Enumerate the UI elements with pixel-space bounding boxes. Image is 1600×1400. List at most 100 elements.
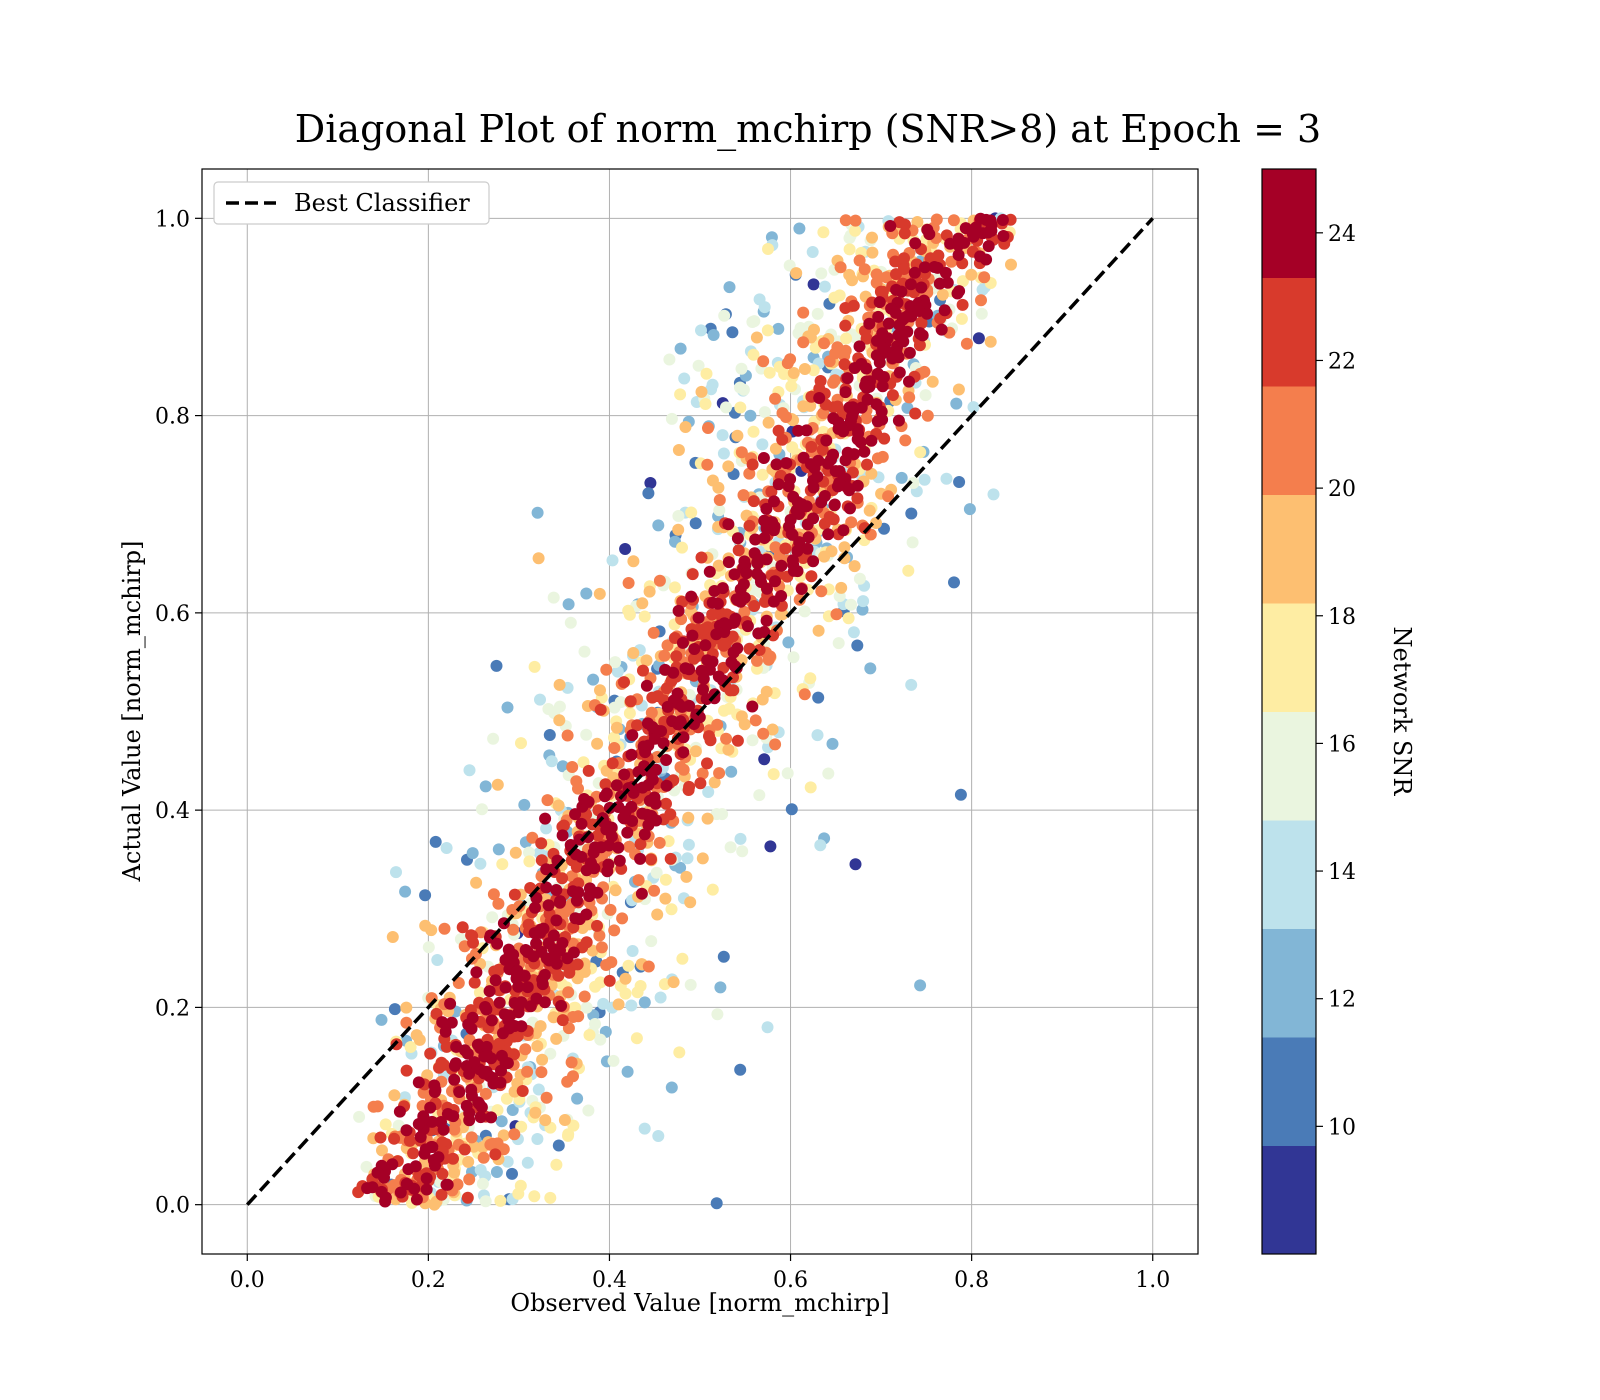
scatter-point	[626, 945, 639, 957]
scatter-point	[539, 812, 552, 825]
scatter-point	[468, 976, 481, 989]
scatter-point	[386, 1158, 399, 1171]
scatter-point	[772, 478, 785, 491]
scatter-point	[683, 780, 696, 793]
scatter-point	[717, 639, 730, 652]
colorbar-tick-label: 14	[1328, 860, 1356, 885]
scatter-point	[706, 474, 719, 487]
scatter-point	[807, 278, 820, 291]
scatter-point	[768, 495, 780, 508]
scatter-point	[717, 447, 730, 460]
scatter-point	[825, 453, 837, 466]
scatter-point	[863, 504, 876, 517]
scatter-point	[645, 935, 658, 948]
scatter-point	[663, 353, 676, 366]
scatter-point	[832, 422, 845, 435]
scatter-point	[607, 1054, 620, 1067]
scatter-point	[734, 401, 747, 414]
scatter-point	[940, 472, 953, 485]
scatter-point	[417, 1112, 430, 1125]
scatter-point	[863, 317, 876, 330]
scatter-point	[870, 276, 883, 289]
scatter-point	[556, 829, 569, 842]
scatter-point	[435, 1188, 448, 1201]
scatter-point	[569, 912, 582, 925]
scatter-point	[483, 985, 496, 998]
scatter-point	[812, 691, 825, 704]
scatter-point	[918, 261, 931, 274]
scatter-point	[490, 1166, 503, 1178]
scatter-point	[429, 1159, 441, 1172]
scatter-point	[491, 937, 504, 950]
colorbar-label: Network SNR	[1388, 627, 1416, 797]
scatter-point	[845, 516, 858, 529]
scatter-point	[653, 836, 666, 849]
scatter-point	[722, 743, 735, 756]
scatter-point	[731, 734, 744, 747]
scatter-point	[758, 753, 771, 766]
scatter-point	[458, 1143, 471, 1156]
scatter-point	[664, 808, 677, 821]
scatter-point	[676, 952, 689, 965]
scatter-point	[608, 731, 620, 744]
scatter-point	[886, 389, 899, 402]
scatter-point	[815, 267, 828, 280]
scatter-point	[567, 1070, 579, 1083]
scatter-point	[890, 348, 903, 361]
scatter-point	[729, 612, 742, 625]
scatter-point	[404, 1041, 417, 1053]
scatter-point	[474, 857, 487, 870]
scatter-point	[544, 1191, 557, 1204]
scatter-point	[834, 261, 847, 274]
scatter-point	[506, 1104, 519, 1116]
colorbar-bins	[1262, 169, 1316, 1255]
scatter-point	[984, 335, 997, 348]
scatter-point	[772, 322, 785, 335]
scatter-point	[794, 322, 807, 334]
scatter-point	[906, 536, 919, 549]
scatter-point	[751, 556, 764, 569]
scatter-point	[393, 1105, 406, 1118]
scatter-point	[908, 266, 921, 279]
scatter-point	[837, 524, 850, 537]
scatter-point	[437, 1123, 450, 1136]
scatter-point	[784, 513, 797, 526]
scatter-point	[360, 1160, 373, 1173]
scatter-point	[605, 821, 618, 834]
scatter-point	[686, 568, 699, 581]
scatter-point	[531, 506, 544, 519]
scatter-point	[982, 240, 995, 253]
scatter-point	[545, 755, 558, 768]
scatter-point	[996, 214, 1009, 226]
scatter-point	[835, 581, 848, 594]
scatter-point	[727, 646, 740, 659]
scatter-point	[521, 1156, 534, 1169]
scatter-point	[553, 714, 566, 727]
scatter-point	[503, 947, 516, 960]
scatter-point	[725, 765, 738, 778]
scatter-point	[552, 969, 565, 982]
scatter-point	[515, 737, 527, 750]
scatter-point	[394, 1186, 407, 1199]
colorbar-bin	[1262, 928, 1316, 1038]
x-axis-label: Observed Value [norm_mchirp]	[510, 1289, 889, 1317]
scatter-point	[677, 763, 690, 776]
scatter-point	[746, 700, 759, 713]
scatter-point	[528, 660, 541, 673]
scatter-point	[882, 490, 895, 503]
scatter-point	[493, 996, 506, 1009]
scatter-point	[490, 659, 503, 672]
scatter-point	[776, 433, 789, 446]
scatter-point	[532, 1083, 545, 1096]
scatter-point	[555, 999, 568, 1012]
scatter-point	[750, 331, 763, 344]
scatter-point	[511, 1030, 524, 1043]
scatter-point	[756, 438, 769, 451]
scatter-point	[561, 952, 574, 965]
scatter-point	[495, 1115, 508, 1128]
scatter-point	[623, 840, 636, 853]
scatter-point	[839, 319, 852, 332]
scatter-point	[769, 738, 782, 751]
scatter-point	[479, 1195, 492, 1208]
